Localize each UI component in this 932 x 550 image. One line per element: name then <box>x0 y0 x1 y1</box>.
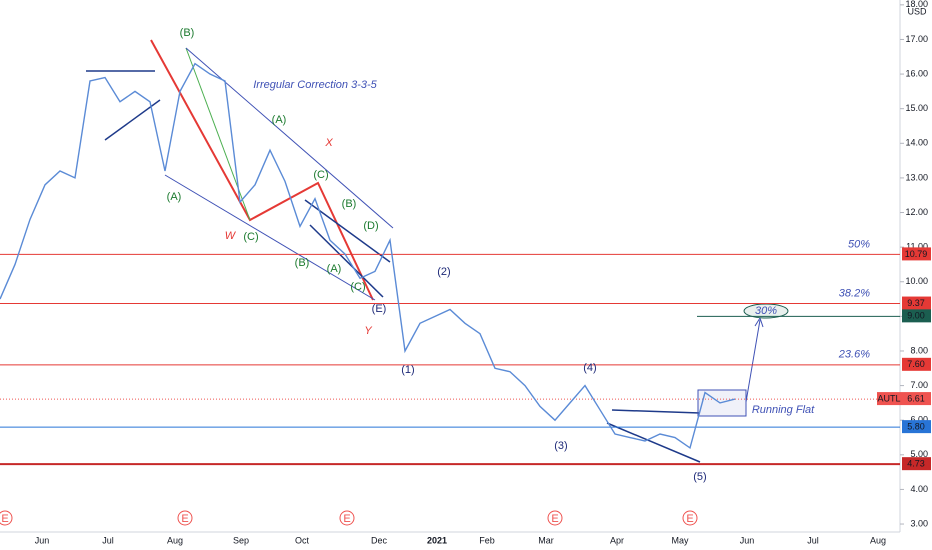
annotation: (D) <box>363 220 378 232</box>
annotation: W <box>225 230 237 242</box>
level-label: 7.60 <box>907 359 925 369</box>
target-arrow <box>745 319 761 403</box>
y-tick-label: 3.00 <box>910 518 928 528</box>
level-label: 9.00 <box>907 311 925 321</box>
currency: USD <box>907 6 927 16</box>
annotation: (E) <box>372 303 387 315</box>
annotation: X <box>324 137 333 149</box>
x-tick-label: Jul <box>807 535 819 545</box>
fib-label: 23.6% <box>838 349 870 361</box>
y-tick-label: 14.00 <box>905 138 928 148</box>
annotation: Y <box>364 325 372 337</box>
earnings-label: E <box>551 513 558 525</box>
earnings-marker <box>547 510 563 526</box>
level-label: 6.61 <box>907 393 925 403</box>
earnings-label: E <box>181 513 188 525</box>
y-tick-label: 8.00 <box>910 345 928 355</box>
earnings-marker <box>177 510 193 526</box>
x-tick-label: Jun <box>35 535 50 545</box>
x-tick-label: Mar <box>538 535 554 545</box>
x-tick-label: Dec <box>371 535 388 545</box>
annotation: (3) <box>554 440 567 452</box>
annotation: (2) <box>437 266 450 278</box>
x-tick-label: Aug <box>870 535 886 545</box>
level-label: 4.73 <box>907 459 925 469</box>
x-tick-label: Jun <box>740 535 755 545</box>
y-tick-label: 12.00 <box>905 207 928 217</box>
level-box <box>902 457 931 471</box>
y-tick-label: 11.00 <box>906 242 928 252</box>
x-tick-label: May <box>671 535 689 545</box>
level-label: 10.79 <box>905 249 928 259</box>
channel-line <box>185 47 394 229</box>
level-box <box>902 357 931 371</box>
x-tick-label: Feb <box>479 535 495 545</box>
annotation: (4) <box>583 362 596 374</box>
annotation: Running Flat <box>752 404 815 416</box>
x-tick-label: Aug <box>167 535 183 545</box>
level-box <box>902 296 931 310</box>
y-tick-label: 4.00 <box>910 484 928 494</box>
price-line <box>0 62 736 450</box>
annotation: (1) <box>401 364 414 376</box>
level-box <box>902 420 931 434</box>
fib-label: 38.2% <box>839 287 870 299</box>
wedge-line <box>606 422 701 463</box>
annotation: (C) <box>313 169 328 181</box>
y-tick-label: 5.00 <box>910 449 928 459</box>
annotation: (A) <box>327 263 342 275</box>
earnings-label: E <box>343 513 350 525</box>
earnings-marker <box>339 510 355 526</box>
annotation: (C) <box>350 281 365 293</box>
x-tick-label: Jul <box>102 535 114 545</box>
earnings-marker <box>682 510 698 526</box>
annotation: 30% <box>755 305 777 317</box>
wedge-line <box>611 409 701 414</box>
x-tick-label: 2021 <box>427 535 447 545</box>
annotation: Irregular Correction 3-3-5 <box>253 79 377 91</box>
level-box <box>902 392 931 406</box>
y-tick-label: 18.00 <box>905 0 928 9</box>
y-tick-label: 10.00 <box>905 276 928 286</box>
earnings-label: E <box>686 513 693 525</box>
y-tick-label: 13.00 <box>905 172 928 182</box>
annotation: (B) <box>180 27 195 39</box>
triangle-line <box>309 224 384 298</box>
annotation: (5) <box>693 471 706 483</box>
annotation: (A) <box>167 191 182 203</box>
y-tick-label: 7.00 <box>910 380 928 390</box>
y-tick-label: 6.00 <box>910 415 928 425</box>
level-box <box>902 247 931 261</box>
symbol-box <box>877 392 902 406</box>
annotation: (C) <box>243 231 258 243</box>
annotation: (B) <box>295 257 310 269</box>
x-tick-label: Oct <box>295 535 310 545</box>
level-label: 5.80 <box>907 421 925 431</box>
x-tick-label: Sep <box>233 535 249 545</box>
y-tick-label: 15.00 <box>905 103 928 113</box>
earnings-label: E <box>1 513 8 525</box>
symbol-label: AUTL <box>877 393 900 403</box>
y-tick-label: 16.00 <box>905 68 928 78</box>
x-tick-label: Apr <box>610 535 624 545</box>
wave-zigzag <box>150 39 374 301</box>
level-box <box>902 309 931 323</box>
fib-label: 50% <box>848 238 870 250</box>
channel-line <box>164 174 376 301</box>
annotation: (B) <box>342 198 357 210</box>
level-label: 9.37 <box>907 298 925 308</box>
y-tick-label: 17.00 <box>905 34 928 44</box>
earnings-marker <box>0 510 13 526</box>
annotation: (A) <box>272 114 287 126</box>
